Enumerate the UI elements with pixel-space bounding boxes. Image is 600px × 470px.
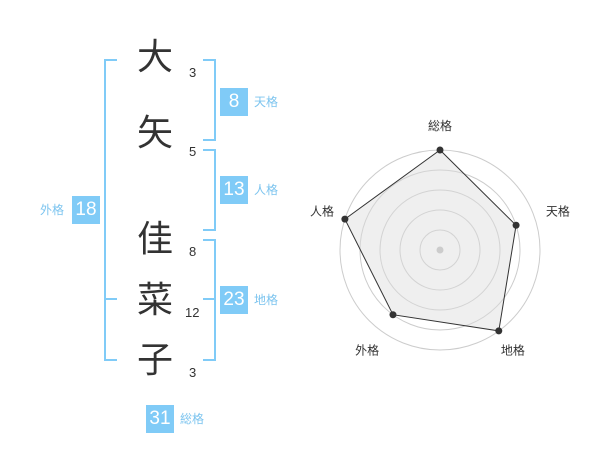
stroke-count: 3 [189, 65, 197, 80]
tenkaku-bracket [203, 59, 216, 141]
name-char: 菜 [136, 280, 173, 321]
radar-axis-label: 外格 [355, 342, 379, 357]
radar-ring [419, 229, 461, 271]
jinkaku-label: 人格 [254, 183, 279, 197]
stroke-count: 12 [185, 305, 200, 320]
radar-axis-label: 地格 [501, 342, 525, 357]
radar-point [495, 327, 503, 335]
gaikaku-label: 外格 [40, 203, 65, 217]
name-char: 佳 [136, 219, 173, 260]
name-char: 大 [136, 37, 173, 78]
chikaku-label: 地格 [254, 293, 279, 307]
radar-point [512, 221, 520, 229]
gaikaku-bracket [104, 59, 117, 361]
chikaku-value: 23 [220, 286, 248, 314]
name-char: 矢 [136, 113, 173, 154]
radar-point [341, 215, 349, 223]
radar-center [436, 246, 444, 254]
radar-ring [399, 209, 481, 291]
radar-axis-label: 総格 [428, 118, 452, 133]
radar-axis-label: 天格 [546, 204, 570, 219]
soukaku-value: 31 [146, 405, 174, 433]
tenkaku-label: 天格 [254, 95, 279, 109]
gaikaku-value: 18 [72, 196, 100, 224]
radar-point [389, 311, 397, 319]
name-char: 子 [136, 340, 173, 381]
tenkaku-value: 8 [220, 88, 248, 116]
radar-axis-label: 人格 [310, 204, 334, 219]
stroke-count: 8 [189, 244, 197, 259]
stroke-count: 3 [189, 365, 197, 380]
radar-area [344, 149, 517, 332]
soukaku-label: 総格 [180, 412, 205, 426]
jinkaku-bracket [203, 149, 216, 231]
chikaku-bracket [203, 239, 216, 361]
radar-point [436, 146, 444, 154]
radar-ring [379, 189, 501, 311]
jinkaku-value: 13 [220, 176, 248, 204]
stroke-count: 5 [189, 144, 197, 159]
